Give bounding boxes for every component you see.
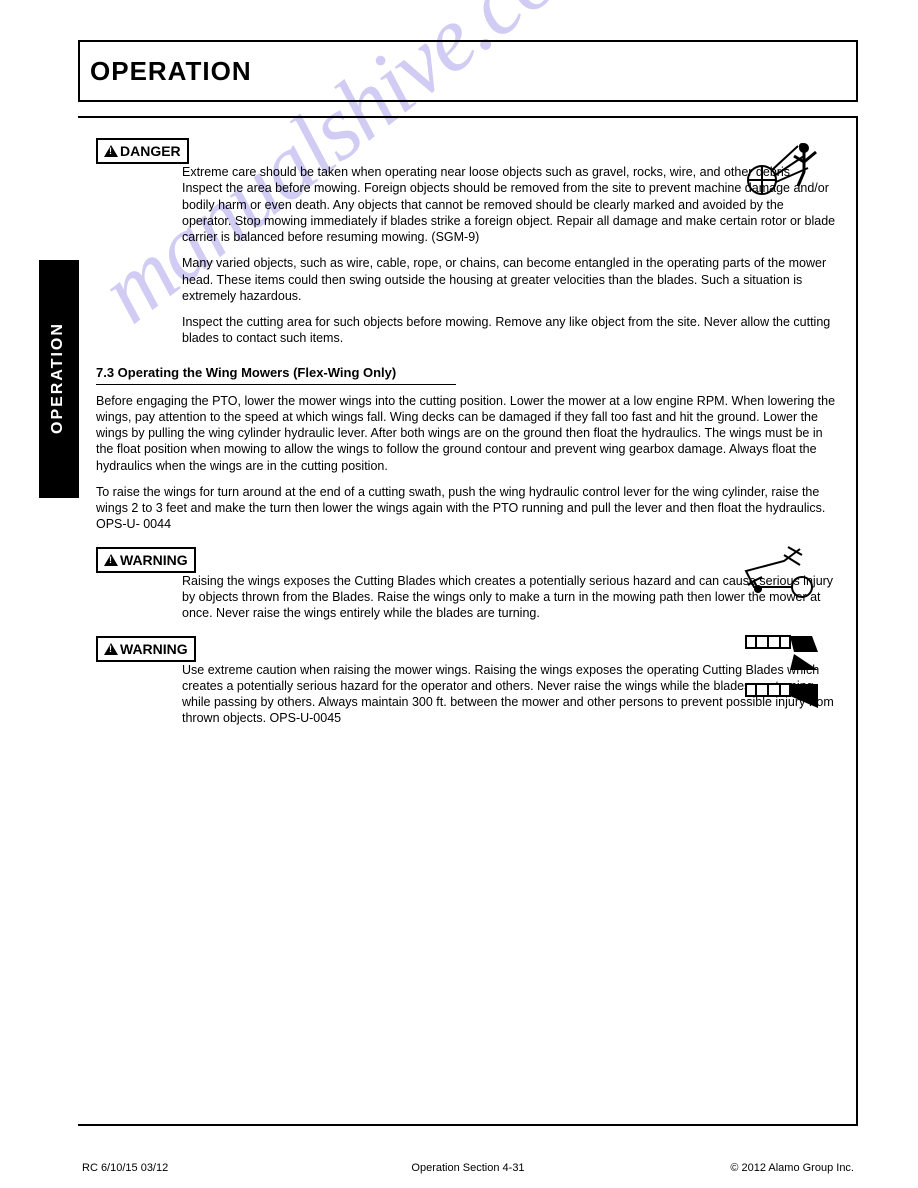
body-content: DANGER Extreme care should be taken when…	[96, 138, 836, 741]
danger-badge: DANGER	[96, 138, 189, 164]
alert-icon	[104, 554, 118, 566]
page-title: OPERATION	[90, 56, 252, 87]
warning2-block: WARNING	[96, 636, 836, 727]
danger-block: DANGER Extreme care should be taken when…	[96, 138, 836, 347]
section-p1: Before engaging the PTO, lower the mower…	[96, 393, 836, 474]
section-p2: To raise the wings for turn around at th…	[96, 484, 836, 533]
thrown-object-hazard-icon	[744, 138, 818, 204]
alert-icon	[104, 145, 118, 157]
raised-wing-hazard-icon	[744, 541, 818, 601]
section-title: 7.3 Operating the Wing Mowers (Flex-Wing…	[96, 365, 836, 385]
mower-down-icon	[744, 632, 818, 670]
warning-badge-2: WARNING	[96, 636, 196, 662]
warning-label: WARNING	[120, 552, 188, 568]
warning1-p: Raising the wings exposes the Cutting Bl…	[182, 573, 836, 622]
warning1-block: WARNING Raising the wings exposes the Cu…	[96, 547, 836, 622]
side-tab-label: OPERATION	[49, 324, 67, 434]
warning2-text: Use extreme caution when raising the mow…	[182, 662, 836, 727]
warning1-text: Raising the wings exposes the Cutting Bl…	[182, 573, 836, 622]
danger-p3: Inspect the cutting area for such object…	[182, 314, 836, 347]
footer-right: © 2012 Alamo Group Inc.	[730, 1162, 854, 1174]
section-block: 7.3 Operating the Wing Mowers (Flex-Wing…	[96, 365, 836, 533]
danger-p1: Extreme care should be taken when operat…	[182, 164, 836, 245]
danger-p2: Many varied objects, such as wire, cable…	[182, 255, 836, 304]
danger-label: DANGER	[120, 143, 181, 159]
warning2-p: Use extreme caution when raising the mow…	[182, 662, 836, 727]
side-tab: OPERATION	[39, 260, 79, 498]
mower-flat-icon	[744, 680, 818, 712]
danger-text: Extreme care should be taken when operat…	[182, 164, 836, 347]
page: manualshive.com OPERATION OPERATION DANG…	[0, 0, 918, 1188]
alert-icon	[104, 643, 118, 655]
warning-label-2: WARNING	[120, 641, 188, 657]
warning-badge: WARNING	[96, 547, 196, 573]
